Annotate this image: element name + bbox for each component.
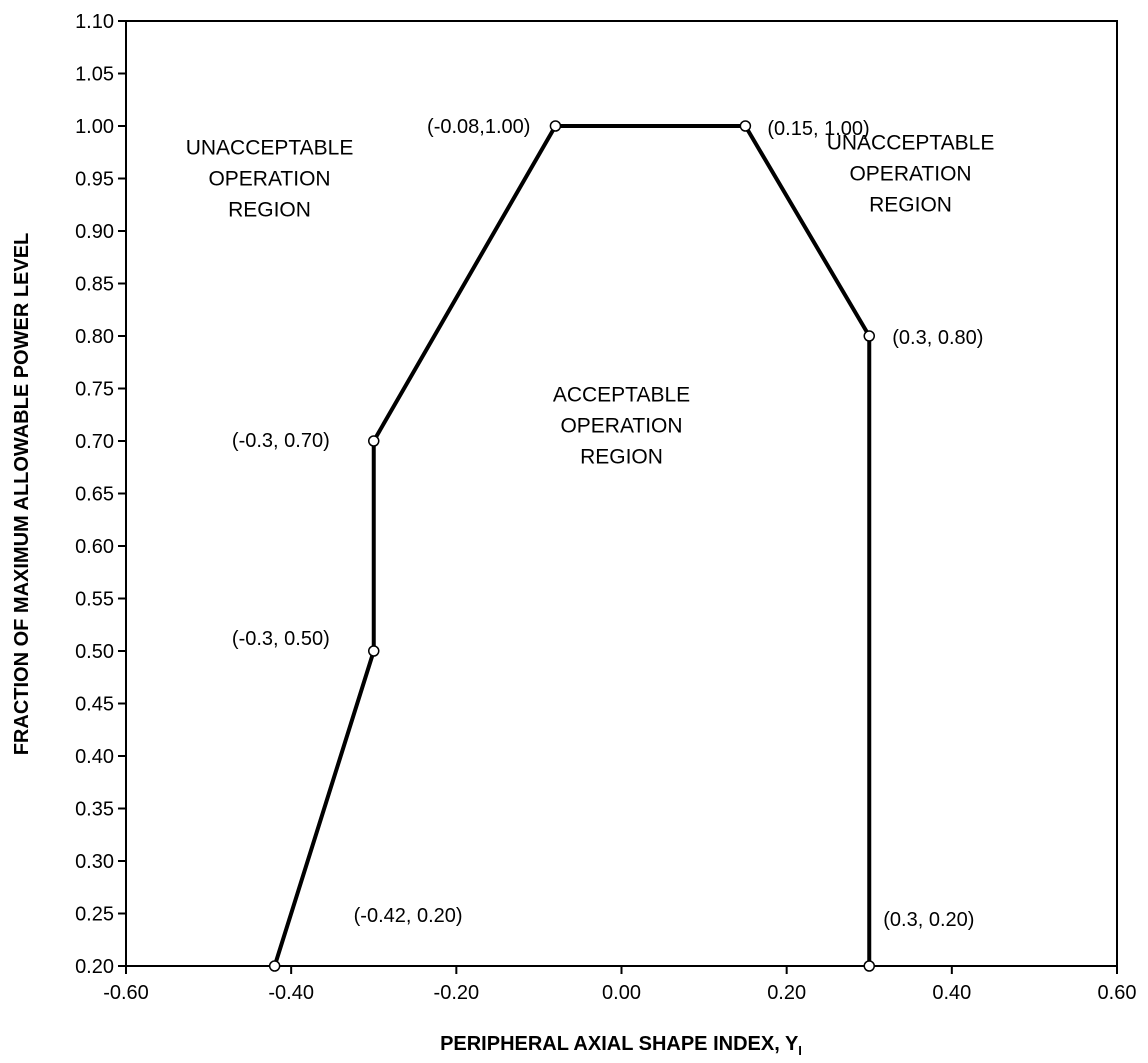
x-axis-ticks: -0.60 -0.40 -0.20 0.00 0.20 0.40 0.60	[103, 966, 1136, 1004]
point-label: (-0.3, 0.50)	[232, 628, 330, 650]
y-tick-label: 0.45	[75, 694, 114, 716]
region-label-line: UNACCEPTABLE	[186, 137, 354, 160]
data-point-marker	[368, 435, 380, 447]
region-label-line: UNACCEPTABLE	[827, 131, 995, 154]
data-point-marker	[368, 645, 380, 657]
x-tick-label: -0.20	[434, 982, 480, 1004]
data-point-marker	[268, 960, 281, 972]
y-tick-label: 0.65	[75, 484, 114, 506]
region-label-line: REGION	[869, 193, 952, 216]
region-labels: UNACCEPTABLE OPERATION REGION UNACCEPTABLE O…	[186, 131, 995, 468]
series-layer	[268, 120, 875, 972]
y-tick-label: 0.70	[75, 431, 114, 453]
x-axis-title: PERIPHERAL AXIAL SHAPE INDEX, YI	[440, 1033, 802, 1058]
y-axis-ticks: 0.20 0.25 0.30 0.35 0.40 0.45 0.50 0.55 0.60 0.65…	[75, 11, 126, 978]
y-axis-title: FRACTION OF MAXIMUM ALLOWABLE POWER LEVE…	[11, 233, 33, 756]
y-tick-label: 0.90	[75, 221, 114, 243]
y-tick-label: 0.25	[75, 904, 114, 926]
y-tick-label: 0.20	[75, 956, 114, 978]
y-tick-label: 0.60	[75, 536, 114, 558]
x-tick-label: 0.40	[932, 982, 971, 1004]
region-label-line: REGION	[580, 445, 663, 468]
region-label-line: ACCEPTABLE	[553, 383, 690, 406]
data-point-marker	[739, 120, 752, 132]
y-tick-label: 0.55	[75, 589, 114, 611]
point-label: (-0.3, 0.70)	[232, 430, 330, 452]
x-axis-title-subscript: I	[798, 1043, 802, 1058]
limit-line	[272, 124, 872, 967]
point-label: (0.15, 1.00)	[767, 118, 869, 140]
y-tick-label: 0.40	[75, 746, 114, 768]
y-tick-label: 1.05	[75, 64, 114, 86]
y-tick-label: 0.35	[75, 799, 114, 821]
region-label-line: OPERATION	[208, 168, 330, 191]
y-tick-label: 0.85	[75, 274, 114, 296]
region-label-line: OPERATION	[849, 162, 971, 185]
x-tick-label: 0.00	[602, 982, 641, 1004]
y-tick-label: 1.10	[75, 11, 114, 33]
x-tick-label: -0.40	[268, 982, 314, 1004]
region-label-line: REGION	[228, 199, 311, 222]
data-point-marker	[863, 330, 875, 342]
point-labels: (-0.42, 0.20) (-0.3, 0.50) (-0.3, 0.70) (-0…	[232, 116, 984, 931]
region-label-line: OPERATION	[560, 414, 682, 437]
x-axis-title-text: PERIPHERAL AXIAL SHAPE INDEX, Y	[440, 1033, 799, 1055]
y-tick-label: 0.80	[75, 326, 114, 348]
data-point-marker	[863, 960, 875, 972]
y-tick-label: 0.30	[75, 851, 114, 873]
point-label: (0.3, 0.80)	[892, 327, 983, 349]
x-tick-label: 0.20	[767, 982, 806, 1004]
point-label: (-0.42, 0.20)	[354, 905, 463, 927]
x-tick-label: -0.60	[103, 982, 149, 1004]
y-tick-label: 0.95	[75, 169, 114, 191]
y-tick-label: 0.75	[75, 379, 114, 401]
data-point-marker	[549, 120, 562, 132]
x-tick-label: 0.60	[1098, 982, 1137, 1004]
point-label: (0.3, 0.20)	[883, 909, 974, 931]
point-label: (-0.08,1.00)	[427, 116, 530, 138]
y-tick-label: 0.50	[75, 641, 114, 663]
y-tick-label: 1.00	[75, 116, 114, 138]
